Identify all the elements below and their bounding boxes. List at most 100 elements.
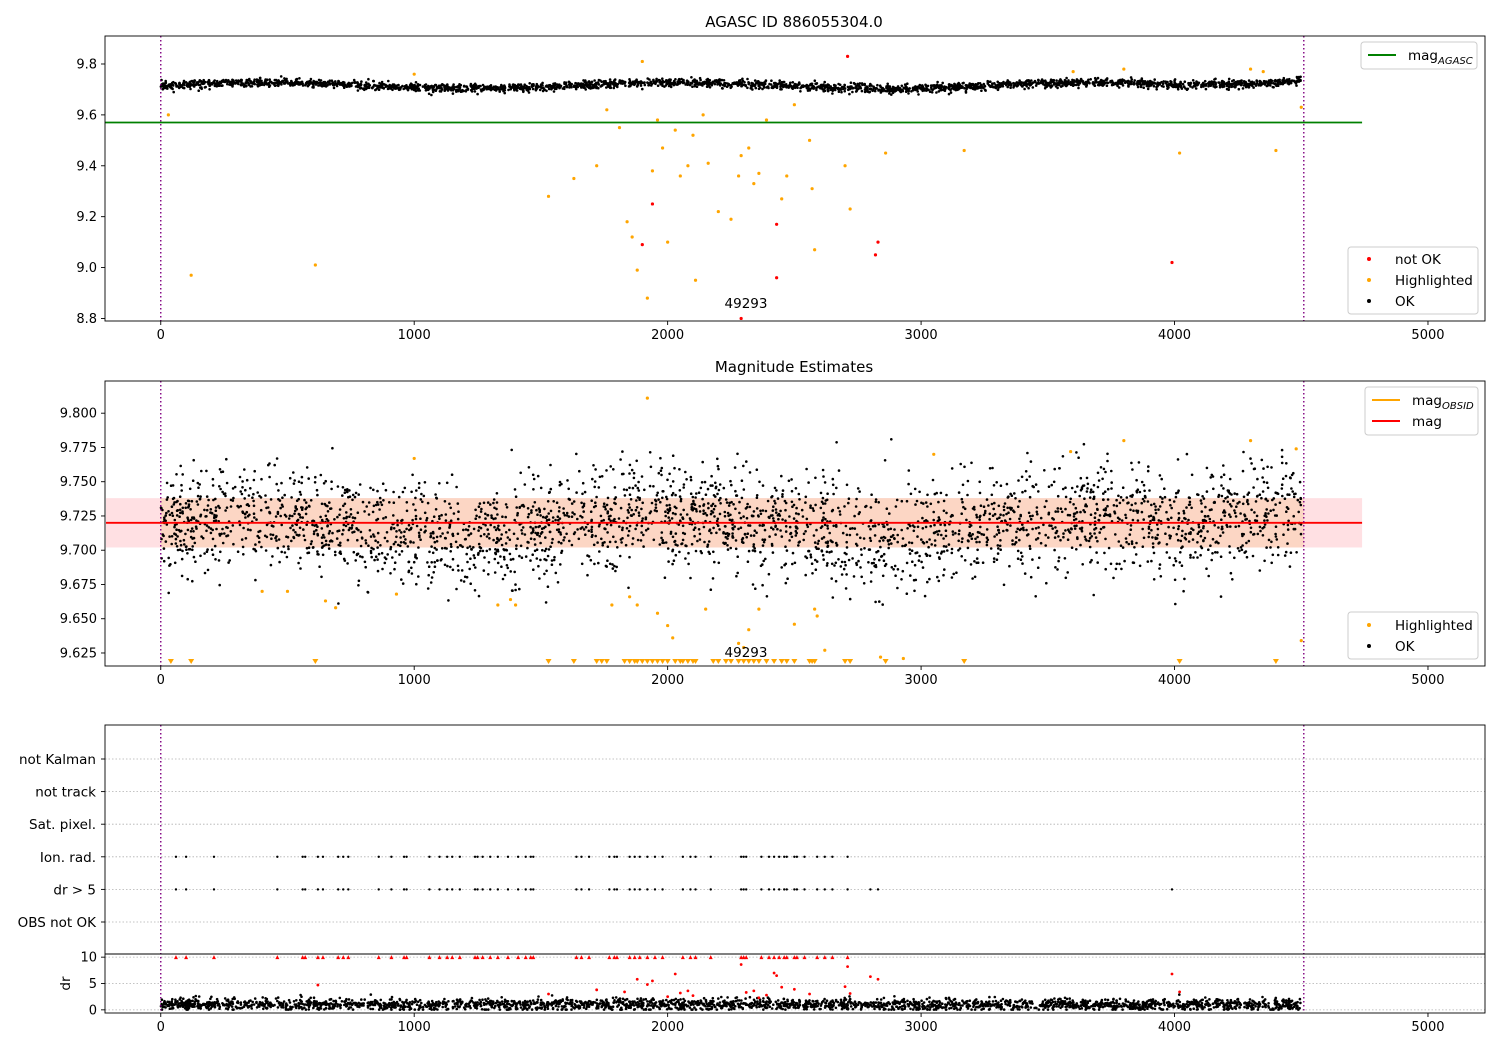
ok-point (384, 516, 388, 519)
ok-point (714, 495, 717, 498)
highlighted-point (673, 128, 677, 132)
ok-point (605, 469, 608, 472)
ok-point (1163, 495, 1167, 499)
ok-point (439, 535, 442, 538)
ok-point (359, 86, 363, 90)
ok-point (1242, 495, 1246, 499)
ok-point (604, 564, 608, 568)
ok-point (915, 551, 919, 554)
ok-point (917, 93, 920, 96)
ok-point (1074, 517, 1078, 521)
ok-point (477, 525, 481, 529)
ok-point (612, 86, 616, 90)
ok-point (1121, 80, 1124, 83)
ok-point (197, 486, 200, 490)
ok-point (178, 83, 181, 86)
ok-point (220, 79, 224, 83)
ok-point (411, 518, 414, 522)
ok-point (554, 518, 557, 522)
ok-point (1157, 508, 1160, 511)
ok-point (1140, 510, 1144, 514)
ok-point (557, 510, 561, 513)
ok-point (181, 549, 184, 553)
ok-point (162, 547, 166, 550)
ok-point (629, 81, 633, 85)
ok-point (700, 481, 704, 484)
ok-point (239, 490, 242, 493)
ok-point (871, 89, 875, 92)
ok-point (420, 492, 423, 496)
ok-point (299, 516, 302, 519)
ok-point (653, 81, 656, 84)
ok-point (297, 512, 301, 516)
ok-point (1094, 512, 1097, 515)
ok-point (547, 87, 551, 91)
ok-point (171, 87, 174, 91)
ok-point (1293, 527, 1297, 531)
ok-point (1222, 85, 1226, 88)
ok-point (454, 85, 458, 89)
ok-point (1086, 487, 1089, 490)
ok-point (214, 509, 218, 512)
ok-point (1211, 537, 1215, 541)
ok-point (421, 85, 425, 88)
ok-point (440, 547, 444, 550)
ok-point (1180, 87, 1184, 90)
ok-point (409, 82, 413, 85)
ok-point (595, 495, 598, 499)
ok-point (807, 481, 810, 484)
ok-point (1120, 567, 1123, 571)
ok-point (369, 486, 372, 490)
ok-point (298, 77, 301, 80)
ok-point (1167, 518, 1170, 521)
ok-point (821, 468, 825, 472)
ok-point (883, 459, 887, 462)
ok-point (479, 84, 482, 88)
ok-point (1158, 83, 1161, 86)
ok-point (1152, 518, 1156, 522)
ok-point (643, 83, 647, 87)
ok-point (1049, 78, 1053, 81)
ok-point (520, 532, 524, 535)
ok-point (890, 438, 893, 441)
x-tick-label: 4000 (1158, 328, 1191, 343)
ok-point (740, 84, 743, 88)
ok-point (1269, 546, 1272, 549)
ok-point (724, 498, 728, 501)
ok-point (842, 567, 846, 571)
ok-point (774, 533, 777, 536)
ok-point (487, 573, 490, 576)
ok-point (1003, 502, 1007, 505)
ok-point (759, 550, 762, 554)
ok-point (843, 505, 846, 508)
ok-point (630, 468, 634, 472)
ok-point (709, 588, 713, 591)
ok-point (804, 530, 807, 533)
ok-point (527, 91, 531, 94)
ok-point (974, 83, 977, 86)
ok-point (731, 82, 734, 85)
ok-point (1141, 80, 1144, 83)
highlighted-point (716, 209, 720, 214)
ok-point (1168, 498, 1172, 502)
ok-point (873, 89, 877, 93)
ok-point (634, 527, 637, 531)
ok-point (584, 525, 588, 529)
ok-point (294, 82, 297, 86)
highlighted-point (630, 235, 634, 239)
ok-point (479, 534, 483, 538)
ok-point (494, 548, 497, 551)
ok-point (918, 83, 922, 87)
ok-point (598, 550, 601, 553)
ok-point (612, 535, 615, 539)
ok-point (1220, 83, 1223, 86)
ok-point (429, 532, 433, 535)
ok-point (498, 90, 502, 93)
ok-point (331, 446, 334, 450)
ok-point (1117, 540, 1121, 543)
ok-point (1296, 498, 1300, 502)
ok-point (524, 555, 528, 558)
ok-point (1156, 84, 1159, 88)
ok-point (791, 81, 795, 84)
ok-point (1028, 514, 1032, 518)
